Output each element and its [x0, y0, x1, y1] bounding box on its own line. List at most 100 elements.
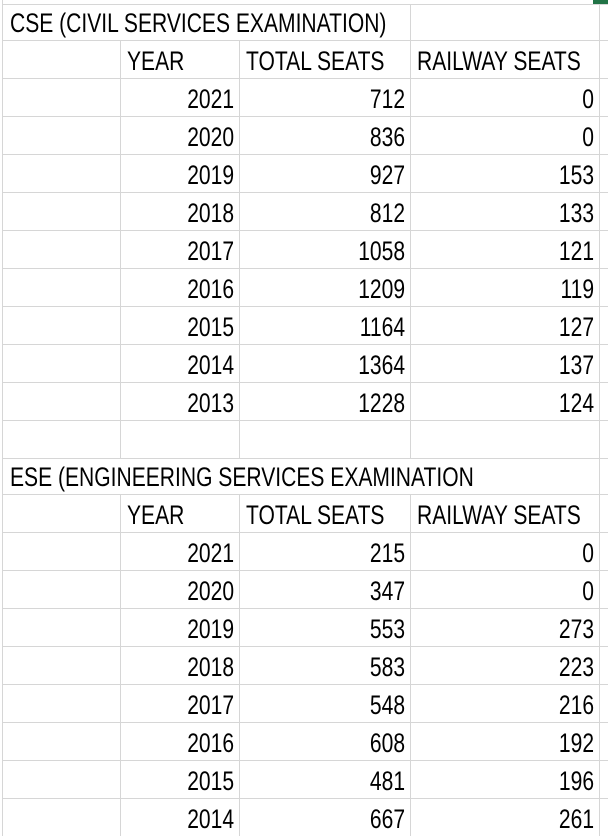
- cell-total-seats[interactable]: 667: [240, 799, 411, 836]
- cell-total-seats[interactable]: 1058: [240, 231, 411, 269]
- cell-year[interactable]: 2021: [121, 79, 240, 117]
- cell-total-seats[interactable]: 927: [240, 155, 411, 193]
- empty-cell[interactable]: [3, 193, 121, 231]
- empty-cell[interactable]: [3, 761, 121, 799]
- empty-cell[interactable]: [3, 647, 121, 685]
- empty-cell[interactable]: [3, 345, 121, 383]
- cell-year[interactable]: 2018: [121, 193, 240, 231]
- table-title-cell[interactable]: CSE (CIVIL SERVICES EXAMINATION): [3, 5, 411, 41]
- empty-cell[interactable]: [3, 495, 121, 533]
- partial-cell[interactable]: [600, 609, 608, 647]
- cell-year[interactable]: 2019: [121, 155, 240, 193]
- cell-total-seats[interactable]: 836: [240, 117, 411, 155]
- partial-cell[interactable]: [600, 155, 608, 193]
- cell-railway-seats[interactable]: 216: [411, 685, 600, 723]
- empty-cell[interactable]: [3, 421, 121, 459]
- empty-cell[interactable]: [411, 5, 600, 41]
- partial-cell[interactable]: [600, 421, 608, 459]
- empty-cell[interactable]: [3, 269, 121, 307]
- empty-cell[interactable]: [3, 117, 121, 155]
- cell-total-seats[interactable]: 553: [240, 609, 411, 647]
- partial-cell[interactable]: [600, 269, 608, 307]
- cell-railway-seats[interactable]: 196: [411, 761, 600, 799]
- cell-railway-seats[interactable]: 223: [411, 647, 600, 685]
- cell-total-seats[interactable]: 1164: [240, 307, 411, 345]
- empty-cell[interactable]: [3, 723, 121, 761]
- cell-year[interactable]: 2013: [121, 383, 240, 421]
- partial-cell[interactable]: [600, 459, 608, 495]
- partial-cell[interactable]: [600, 41, 608, 79]
- cell-railway-seats[interactable]: 121: [411, 231, 600, 269]
- cell-railway-seats[interactable]: 127: [411, 307, 600, 345]
- cell-year[interactable]: 2016: [121, 269, 240, 307]
- empty-cell[interactable]: [3, 307, 121, 345]
- partial-cell[interactable]: [600, 345, 608, 383]
- cell-year[interactable]: 2015: [121, 761, 240, 799]
- cell-year[interactable]: 2014: [121, 799, 240, 836]
- cell-railway-seats[interactable]: 261: [411, 799, 600, 836]
- empty-cell[interactable]: [3, 533, 121, 571]
- header-cell-railway-seats[interactable]: RAILWAY SEATS: [411, 41, 600, 79]
- cell-total-seats[interactable]: 1228: [240, 383, 411, 421]
- cell-total-seats[interactable]: 548: [240, 685, 411, 723]
- header-cell-year[interactable]: YEAR: [121, 495, 240, 533]
- cell-year[interactable]: 2017: [121, 231, 240, 269]
- cell-railway-seats[interactable]: 153: [411, 155, 600, 193]
- partial-cell[interactable]: [600, 231, 608, 269]
- cell-railway-seats[interactable]: 0: [411, 79, 600, 117]
- empty-cell[interactable]: [3, 155, 121, 193]
- cell-railway-seats[interactable]: 192: [411, 723, 600, 761]
- cell-year[interactable]: 2020: [121, 117, 240, 155]
- empty-cell[interactable]: [3, 79, 121, 117]
- partial-cell[interactable]: [600, 5, 608, 41]
- cell-total-seats[interactable]: 583: [240, 647, 411, 685]
- cell-year[interactable]: 2021: [121, 533, 240, 571]
- empty-cell[interactable]: [3, 609, 121, 647]
- partial-cell[interactable]: [600, 647, 608, 685]
- partial-cell[interactable]: [600, 193, 608, 231]
- partial-cell[interactable]: [600, 495, 608, 533]
- header-cell-total-seats[interactable]: TOTAL SEATS: [240, 41, 411, 79]
- partial-cell[interactable]: [600, 533, 608, 571]
- partial-cell[interactable]: [600, 761, 608, 799]
- empty-cell[interactable]: [3, 41, 121, 79]
- cell-railway-seats[interactable]: 273: [411, 609, 600, 647]
- cell-total-seats[interactable]: 215: [240, 533, 411, 571]
- cell-railway-seats[interactable]: 0: [411, 571, 600, 609]
- partial-cell[interactable]: [600, 723, 608, 761]
- cell-total-seats[interactable]: 1209: [240, 269, 411, 307]
- cell-total-seats[interactable]: 812: [240, 193, 411, 231]
- partial-cell[interactable]: [600, 307, 608, 345]
- empty-cell[interactable]: [121, 421, 240, 459]
- cell-total-seats[interactable]: 1364: [240, 345, 411, 383]
- cell-total-seats[interactable]: 712: [240, 79, 411, 117]
- empty-cell[interactable]: [3, 685, 121, 723]
- cell-year[interactable]: 2019: [121, 609, 240, 647]
- cell-railway-seats[interactable]: 133: [411, 193, 600, 231]
- partial-cell[interactable]: [600, 571, 608, 609]
- cell-year[interactable]: 2014: [121, 345, 240, 383]
- cell-year[interactable]: 2017: [121, 685, 240, 723]
- partial-cell[interactable]: [600, 685, 608, 723]
- header-cell-year[interactable]: YEAR: [121, 41, 240, 79]
- empty-cell[interactable]: [3, 571, 121, 609]
- partial-cell[interactable]: [600, 117, 608, 155]
- empty-cell[interactable]: [411, 421, 600, 459]
- cell-year[interactable]: 2018: [121, 647, 240, 685]
- cell-year[interactable]: 2015: [121, 307, 240, 345]
- cell-total-seats[interactable]: 347: [240, 571, 411, 609]
- partial-cell[interactable]: [600, 383, 608, 421]
- header-cell-total-seats[interactable]: TOTAL SEATS: [240, 495, 411, 533]
- cell-total-seats[interactable]: 608: [240, 723, 411, 761]
- cell-year[interactable]: 2020: [121, 571, 240, 609]
- empty-cell[interactable]: [240, 421, 411, 459]
- header-cell-railway-seats[interactable]: RAILWAY SEATS: [411, 495, 600, 533]
- partial-cell[interactable]: [600, 799, 608, 836]
- cell-railway-seats[interactable]: 137: [411, 345, 600, 383]
- table-title-cell[interactable]: ESE (ENGINEERING SERVICES EXAMINATION: [3, 459, 600, 495]
- cell-total-seats[interactable]: 481: [240, 761, 411, 799]
- cell-railway-seats[interactable]: 0: [411, 533, 600, 571]
- cell-railway-seats[interactable]: 0: [411, 117, 600, 155]
- partial-cell[interactable]: [600, 79, 608, 117]
- empty-cell[interactable]: [3, 231, 121, 269]
